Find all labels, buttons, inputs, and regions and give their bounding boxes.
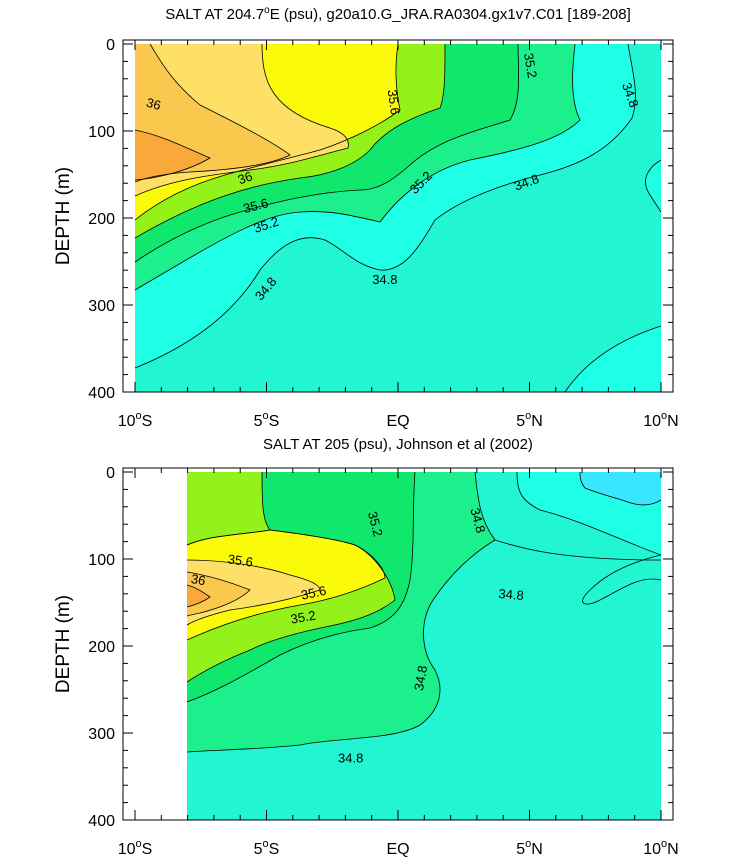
contour-labels: 35.6 36 35.6 35.2 35.2 34.8 34.8 34.8 34.8 <box>190 506 525 765</box>
fill-band-34.6-patch <box>645 160 661 212</box>
panel-bottom: SALT AT 205 (psu), Johnson et al (2002) <box>53 436 679 858</box>
y-axis: 0 100 200 300 400 <box>88 37 673 402</box>
y-tick-label: 400 <box>88 385 115 402</box>
contour-fills <box>135 44 661 392</box>
x-tick-label: 10oN <box>643 838 678 858</box>
fill-band-35.8 <box>187 560 320 625</box>
x-tick-label: 10oS <box>118 410 153 430</box>
y-tick-label: 100 <box>88 124 115 141</box>
contour-label: 34.8 <box>498 586 525 603</box>
x-tick-label: 5oN <box>516 410 543 430</box>
contour-fills <box>187 472 661 820</box>
contour-label: 35.6 <box>385 89 403 116</box>
contour-label: 35.2 <box>365 510 386 538</box>
y-tick-label: 300 <box>88 298 115 315</box>
fill-band-36.0 <box>187 572 250 616</box>
fill-band-34.8-deep <box>187 540 661 820</box>
y-tick-label: 100 <box>88 552 115 569</box>
contour-label: 35.6 <box>300 583 328 603</box>
y-tick-label: 300 <box>88 726 115 743</box>
x-tick-label: EQ <box>386 841 409 858</box>
x-tick-label: 5oS <box>254 838 280 858</box>
y-axis-label: DEPTH (m) <box>53 595 74 693</box>
contour-label: 35.6 <box>242 195 270 216</box>
x-tick-label: 10oN <box>643 410 678 430</box>
contour-label: 36 <box>145 95 163 113</box>
y-axis: 0 100 200 300 400 <box>88 465 673 830</box>
panel-title: SALT AT 204.7oE (psu), g20a10.G_JRA.RA03… <box>165 5 631 23</box>
fill-band-36.2 <box>187 585 210 607</box>
x-axis: 10oS 5oS EQ 5oN 10oN <box>118 468 679 858</box>
panel-top: SALT AT 204.7oE (psu), g20a10.G_JRA.RA03… <box>53 5 679 430</box>
contour-label: 35.2 <box>521 52 540 80</box>
x-axis: 10oS 5oS EQ 5oN 10oN <box>118 40 679 430</box>
fill-band-36.2 <box>135 130 210 180</box>
y-tick-label: 200 <box>88 211 115 228</box>
y-tick-label: 400 <box>88 813 115 830</box>
contour-label: 34.8 <box>467 506 488 534</box>
x-tick-label: 10oS <box>118 838 153 858</box>
fill-band-34.4 <box>580 472 661 505</box>
y-tick-label: 200 <box>88 639 115 656</box>
contour-label: 35.2 <box>289 608 317 627</box>
x-tick-label: 5oS <box>254 410 280 430</box>
fill-band-35.4-upper <box>187 472 270 545</box>
contour-label: 34.8 <box>411 664 430 692</box>
y-tick-label: 0 <box>106 465 115 482</box>
contour-label: 35.2 <box>252 214 281 236</box>
contour-label: 34.8 <box>338 751 363 766</box>
x-tick-label: EQ <box>386 413 409 430</box>
y-axis-label: DEPTH (m) <box>53 167 74 265</box>
contour-label: 36 <box>190 571 207 588</box>
x-tick-label: 5oN <box>516 838 543 858</box>
contour-lines <box>186 471 662 753</box>
panel-title: SALT AT 205 (psu), Johnson et al (2002) <box>263 436 533 453</box>
y-tick-label: 0 <box>106 37 115 54</box>
contour-label: 36 <box>236 168 255 187</box>
contour-label: 35.6 <box>227 551 254 569</box>
contour-label: 34.8 <box>372 272 397 287</box>
contour-lines <box>134 43 662 393</box>
fill-band-34.8 <box>135 44 661 392</box>
